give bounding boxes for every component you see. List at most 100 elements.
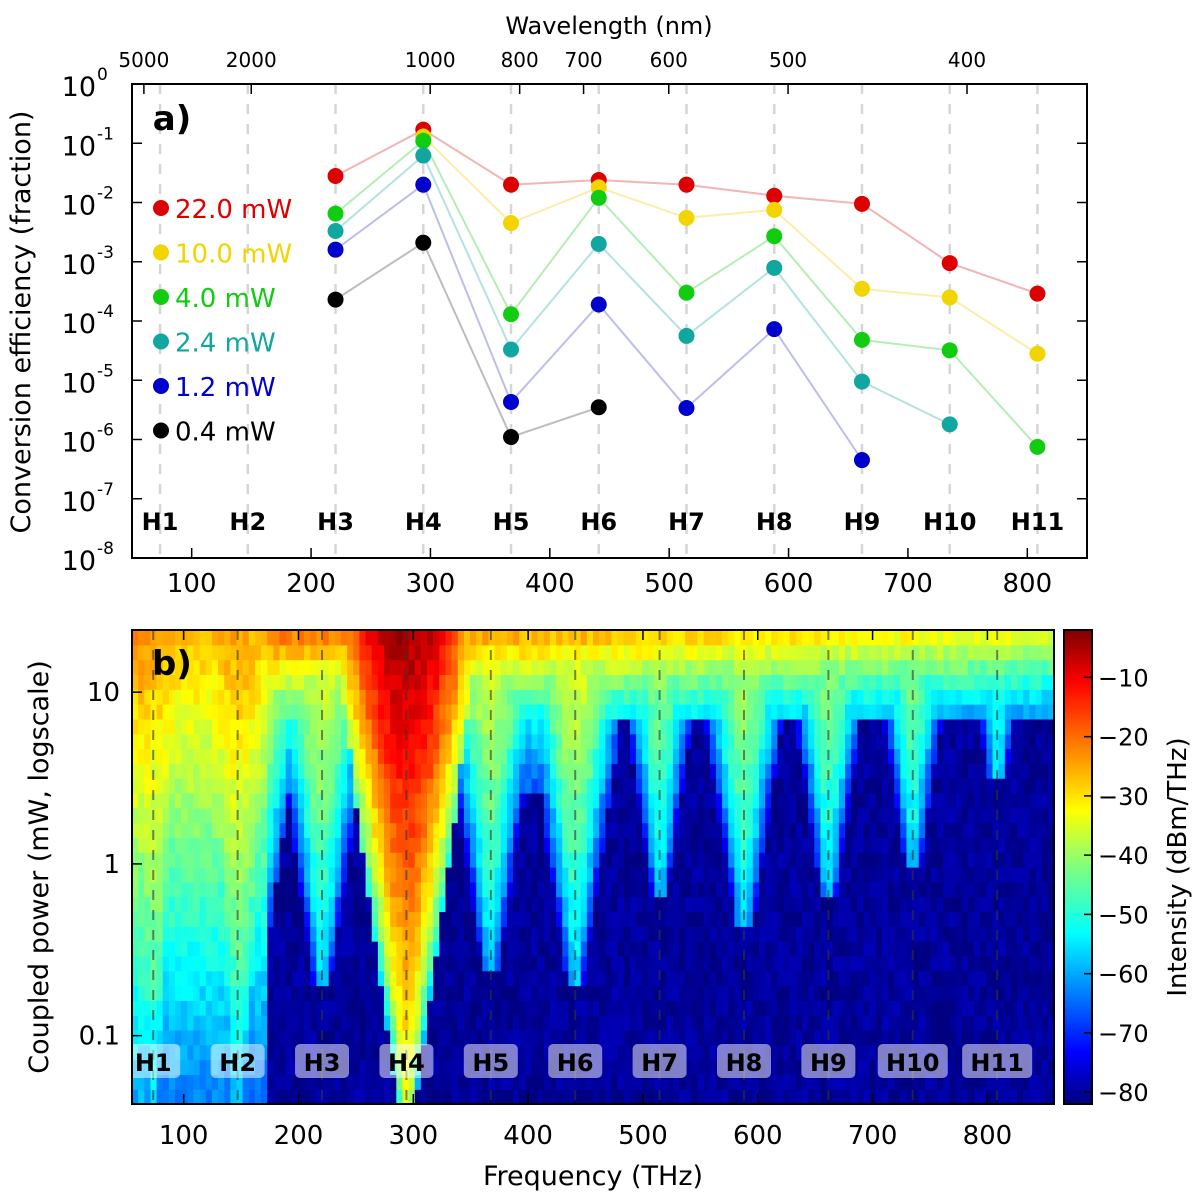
heatmap-cell	[377, 941, 385, 957]
heatmap-cell	[476, 881, 483, 898]
heatmap-cell	[894, 911, 901, 927]
heatmap-cell	[980, 630, 987, 646]
heatmap-cell	[187, 1000, 195, 1016]
heatmap-cell	[746, 1074, 754, 1090]
heatmap-cell	[199, 763, 207, 779]
heatmap-cell	[390, 941, 397, 957]
heatmap-cell	[875, 1029, 883, 1046]
heatmap-cell	[519, 644, 526, 661]
heatmap-cell	[789, 674, 797, 690]
heatmap-cell	[218, 881, 225, 898]
heatmap-cell	[666, 689, 674, 705]
heatmap-cell	[1017, 1074, 1024, 1090]
legend-entry: 0.4 mW	[153, 418, 276, 448]
heatmap-cell	[316, 659, 324, 676]
heatmap-cell	[629, 718, 637, 735]
heatmap-cell	[273, 733, 281, 750]
heatmap-cell	[359, 955, 367, 972]
heatmap-cell	[340, 778, 348, 794]
heatmap-cell	[488, 867, 496, 883]
heatmap-cell	[888, 689, 895, 705]
heatmap-cell	[814, 941, 822, 957]
heatmap-cell	[427, 1074, 434, 1090]
heatmap-cell	[291, 644, 299, 661]
heatmap-cell	[863, 1089, 871, 1105]
heatmap-cell	[433, 955, 440, 972]
heatmap-cell	[722, 763, 729, 779]
heatmap-cell	[451, 955, 459, 972]
heatmap-cell	[1023, 644, 1031, 661]
heatmap-cell	[685, 763, 692, 779]
heatmap-cell	[519, 748, 526, 764]
heatmap-cell	[513, 1015, 520, 1031]
heatmap-cell	[359, 733, 367, 750]
heatmap-cell	[771, 1015, 778, 1031]
heatmap-cell	[211, 718, 219, 735]
heatmap-cell	[248, 763, 256, 779]
heatmap-cell	[820, 1000, 828, 1016]
heatmap-cell	[1035, 911, 1043, 927]
heatmap-cell	[820, 689, 828, 705]
heatmap-cell	[795, 630, 803, 646]
heatmap-cell	[1023, 748, 1031, 764]
heatmap-cell	[826, 852, 834, 868]
heatmap-cell	[445, 1059, 453, 1075]
heatmap-cell	[230, 733, 238, 750]
heatmap-cell	[414, 807, 422, 824]
heatmap-cell	[334, 792, 342, 809]
heatmap-cell	[845, 689, 852, 705]
heatmap-cell	[175, 896, 182, 913]
harmonic-label: H8	[756, 508, 793, 536]
heatmap-cell	[316, 733, 324, 750]
heatmap-cell	[457, 689, 465, 705]
heatmap-cell	[144, 778, 152, 794]
heatmap-cell	[660, 852, 668, 868]
heatmap-cell	[1029, 1000, 1037, 1016]
heatmap-cell	[875, 630, 883, 646]
heatmap-cell	[267, 1059, 274, 1075]
heatmap-cell	[1041, 689, 1049, 705]
heatmap-cell	[783, 822, 791, 838]
heatmap-cell	[918, 704, 926, 720]
heatmap-cell	[740, 941, 748, 957]
heatmap-cell	[494, 926, 502, 942]
heatmap-cell	[666, 1074, 674, 1090]
heatmap-cell	[218, 1015, 225, 1031]
heatmap-cell	[408, 689, 416, 705]
heatmap-cell	[789, 1044, 797, 1061]
heatmap-cell	[1047, 792, 1055, 809]
heatmap-cell	[746, 733, 754, 750]
heatmap-cell	[826, 748, 834, 764]
heatmap-cell	[869, 852, 877, 868]
heatmap-cell	[685, 792, 692, 809]
heatmap-cell	[254, 985, 262, 1001]
heatmap-cell	[900, 748, 908, 764]
heatmap-cell	[420, 911, 428, 927]
heatmap-cell	[537, 1059, 545, 1075]
data-point	[503, 393, 520, 410]
heatmap-cell	[752, 941, 760, 957]
heatmap-cell	[863, 778, 871, 794]
heatmap-cell	[297, 1015, 305, 1031]
heatmap-cell	[340, 1089, 348, 1105]
heatmap-cell	[371, 837, 379, 853]
heatmap-cell	[955, 837, 963, 853]
heatmap-cell	[568, 896, 576, 913]
heatmap-cell	[980, 896, 987, 913]
heatmap-cell	[795, 896, 803, 913]
harmonic-label: H2	[219, 1049, 256, 1077]
heatmap-cell	[187, 911, 195, 927]
heatmap-cell	[224, 955, 231, 972]
heatmap-cell	[875, 704, 883, 720]
heatmap-cell	[199, 1059, 207, 1075]
heatmap-cell	[1017, 837, 1024, 853]
heatmap-cell	[752, 1029, 760, 1046]
heatmap-cell	[267, 1029, 274, 1046]
heatmap-cell	[285, 1000, 293, 1016]
heatmap-cell	[574, 1015, 582, 1031]
heatmap-cell	[427, 644, 434, 661]
heatmap-cell	[974, 748, 981, 764]
heatmap-cell	[820, 985, 828, 1001]
heatmap-cell	[439, 941, 447, 957]
heatmap-cell	[205, 955, 213, 972]
